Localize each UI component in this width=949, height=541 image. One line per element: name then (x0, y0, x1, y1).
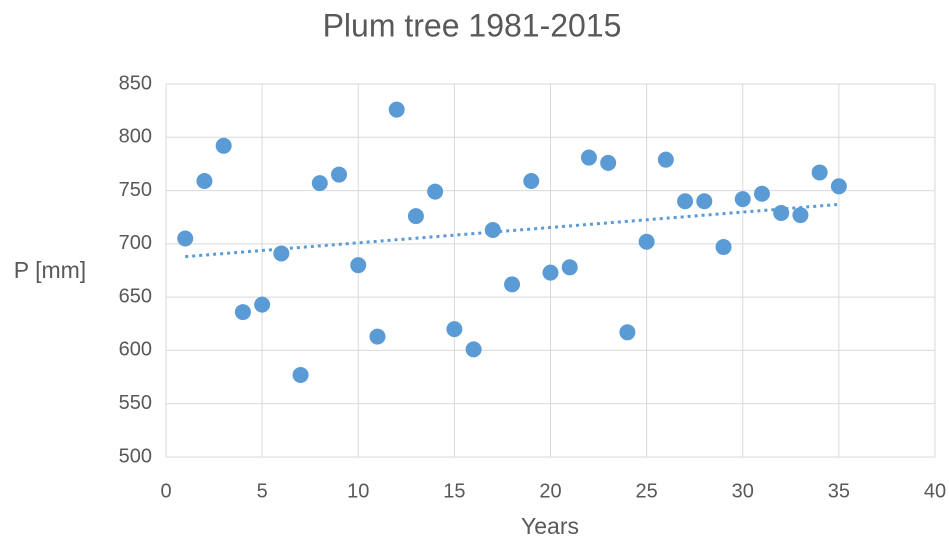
y-tick-label: 550 (119, 392, 152, 414)
point (331, 166, 348, 183)
point (523, 172, 540, 189)
x-tick-label: 35 (828, 480, 850, 502)
x-axis-label: Years (521, 513, 579, 539)
y-tick-label: 650 (119, 285, 152, 307)
x-tick-label: 10 (347, 480, 369, 502)
point (561, 259, 578, 276)
y-tick-label: 700 (119, 232, 152, 254)
chart-title: Plum tree 1981-2015 (323, 7, 622, 43)
x-tick-label: 15 (443, 480, 465, 502)
point (273, 245, 290, 262)
trendline (185, 202, 839, 259)
point (773, 204, 790, 221)
y-tick-label: 750 (119, 179, 152, 201)
y-axis-label: P [mm] (14, 257, 86, 283)
x-tick-label: 20 (539, 480, 561, 502)
x-tick-label: 30 (732, 480, 754, 502)
point (311, 175, 328, 192)
point (677, 193, 694, 210)
point (215, 137, 232, 154)
point (619, 324, 636, 341)
point (292, 366, 309, 383)
point (177, 230, 194, 247)
y-tick-label: 800 (119, 126, 152, 148)
point (657, 151, 674, 168)
point (388, 101, 405, 118)
point (369, 328, 386, 345)
point (753, 185, 770, 202)
point (830, 178, 847, 195)
y-tick-label: 850 (119, 72, 152, 94)
x-tick-label: 0 (160, 480, 171, 502)
point (542, 264, 559, 281)
point (600, 154, 617, 171)
point (792, 207, 809, 224)
point (638, 233, 655, 250)
point (196, 172, 213, 189)
point (811, 164, 828, 181)
x-tick-label: 40 (924, 480, 946, 502)
point (427, 183, 444, 200)
x-tick-label: 5 (257, 480, 268, 502)
point (484, 222, 501, 239)
y-tick-label: 600 (119, 339, 152, 361)
point (465, 341, 482, 358)
point (696, 193, 713, 210)
x-tick-label: 25 (636, 480, 658, 502)
point (734, 191, 751, 208)
y-tick-label: 500 (119, 445, 152, 467)
point (580, 149, 597, 166)
point (407, 208, 424, 225)
point (234, 304, 251, 321)
point (715, 239, 732, 256)
point (254, 296, 271, 313)
point (504, 276, 521, 293)
point (446, 321, 463, 338)
point (350, 257, 367, 274)
